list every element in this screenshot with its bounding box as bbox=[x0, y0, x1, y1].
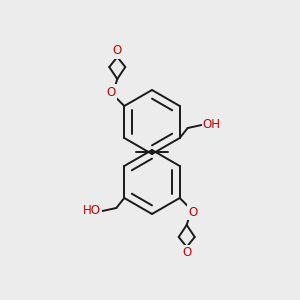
Text: HO: HO bbox=[83, 205, 101, 218]
Text: O: O bbox=[188, 206, 197, 218]
Text: O: O bbox=[113, 44, 122, 58]
Text: O: O bbox=[182, 247, 191, 260]
Text: OH: OH bbox=[203, 118, 221, 131]
Text: O: O bbox=[107, 85, 116, 98]
